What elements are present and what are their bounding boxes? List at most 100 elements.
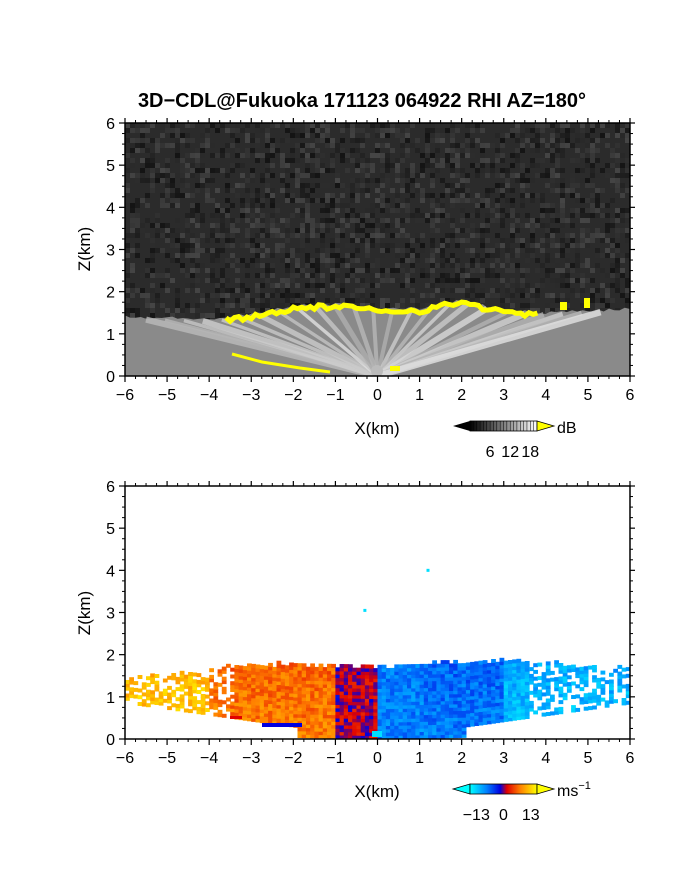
velocity-cell xyxy=(474,661,480,666)
noise-cell xyxy=(325,243,330,248)
noise-cell xyxy=(615,233,620,238)
velocity-cell xyxy=(402,711,408,716)
noise-cell xyxy=(175,303,180,308)
velocity-cell xyxy=(423,714,429,719)
velocity-cell xyxy=(503,707,509,712)
noise-cell xyxy=(305,208,310,213)
noise-cell xyxy=(615,228,620,233)
velocity-cell xyxy=(579,673,585,678)
noise-cell xyxy=(455,273,460,278)
velocity-cell xyxy=(327,700,332,705)
noise-cell xyxy=(420,163,425,168)
velocity-cell xyxy=(150,697,155,701)
noise-cell xyxy=(575,183,580,188)
noise-cell xyxy=(135,243,140,248)
velocity-cell xyxy=(373,701,379,706)
noise-cell xyxy=(580,238,585,243)
velocity-cell xyxy=(491,709,496,714)
velocity-cell xyxy=(297,676,303,681)
noise-cell xyxy=(335,238,340,243)
velocity-cell xyxy=(415,724,421,729)
velocity-cell xyxy=(495,661,501,666)
velocity-cell xyxy=(453,724,458,728)
noise-cell xyxy=(320,133,325,138)
velocity-cell xyxy=(125,683,130,688)
noise-cell xyxy=(550,218,555,223)
velocity-cell xyxy=(331,717,336,722)
velocity-cell xyxy=(259,705,265,710)
velocity-cell xyxy=(470,661,475,666)
noise-cell xyxy=(320,243,325,248)
noise-cell xyxy=(235,223,240,228)
velocity-cell xyxy=(343,721,349,726)
ground-echo-left xyxy=(231,352,331,374)
noise-cell xyxy=(270,218,275,223)
velocity-cell xyxy=(276,667,282,672)
velocity-cell xyxy=(474,708,480,713)
noise-cell xyxy=(600,188,605,193)
noise-cell xyxy=(550,228,555,233)
noise-cell xyxy=(560,133,565,138)
noise-cell xyxy=(310,153,315,158)
noise-cell xyxy=(165,173,170,178)
velocity-cell xyxy=(461,666,467,671)
velocity-cell xyxy=(255,688,261,693)
velocity-cell xyxy=(444,676,450,681)
noise-cell xyxy=(285,293,290,298)
velocity-cell xyxy=(583,669,589,674)
velocity-cell xyxy=(242,683,248,687)
velocity-cell xyxy=(461,663,467,668)
noise-cell xyxy=(590,173,595,178)
velocity-cell xyxy=(478,681,484,685)
velocity-cell xyxy=(289,679,294,684)
velocity-cell xyxy=(213,695,219,700)
velocity-cell xyxy=(554,680,559,685)
noise-cell xyxy=(500,218,505,223)
noise-cell xyxy=(300,228,305,233)
noise-cell xyxy=(500,168,505,173)
noise-cell xyxy=(180,168,185,173)
noise-cell xyxy=(305,223,310,228)
noise-cell xyxy=(525,128,530,133)
velocity-cell xyxy=(508,673,513,678)
velocity-cell xyxy=(470,722,475,727)
noise-cell xyxy=(340,148,345,153)
velocity-cell xyxy=(524,691,530,696)
noise-cell xyxy=(355,123,360,128)
noise-cell xyxy=(140,273,145,278)
velocity-cell xyxy=(449,670,454,675)
noise-cell xyxy=(605,233,610,238)
velocity-cell xyxy=(449,707,454,712)
noise-cell xyxy=(490,208,495,213)
noise-cell xyxy=(450,148,455,153)
velocity-cell xyxy=(280,681,286,686)
noise-cell xyxy=(360,218,365,223)
noise-cell xyxy=(330,153,335,158)
velocity-cell xyxy=(394,684,400,689)
velocity-cell xyxy=(428,711,433,715)
noise-cell xyxy=(380,268,385,273)
velocity-cell xyxy=(562,682,568,687)
velocity-cell xyxy=(242,672,248,677)
velocity-cell xyxy=(486,696,492,701)
noise-cell xyxy=(320,228,325,233)
high-echo-fragment-2 xyxy=(584,298,590,308)
velocity-cell xyxy=(369,718,374,723)
velocity-cell xyxy=(141,699,147,704)
noise-cell xyxy=(435,173,440,178)
velocity-cell xyxy=(314,724,320,729)
noise-cell xyxy=(335,208,340,213)
noise-cell xyxy=(525,178,530,183)
noise-cell xyxy=(555,183,560,188)
velocity-cell xyxy=(339,707,345,712)
velocity-cell xyxy=(579,670,585,675)
noise-cell xyxy=(260,283,265,288)
velocity-cell xyxy=(465,709,471,714)
velocity-cell xyxy=(331,674,336,678)
velocity-cell xyxy=(175,676,181,681)
noise-cell xyxy=(505,198,510,203)
velocity-cell xyxy=(284,712,290,717)
velocity-cell xyxy=(583,676,589,681)
velocity-cell xyxy=(335,701,341,705)
velocity-cell xyxy=(221,690,227,695)
